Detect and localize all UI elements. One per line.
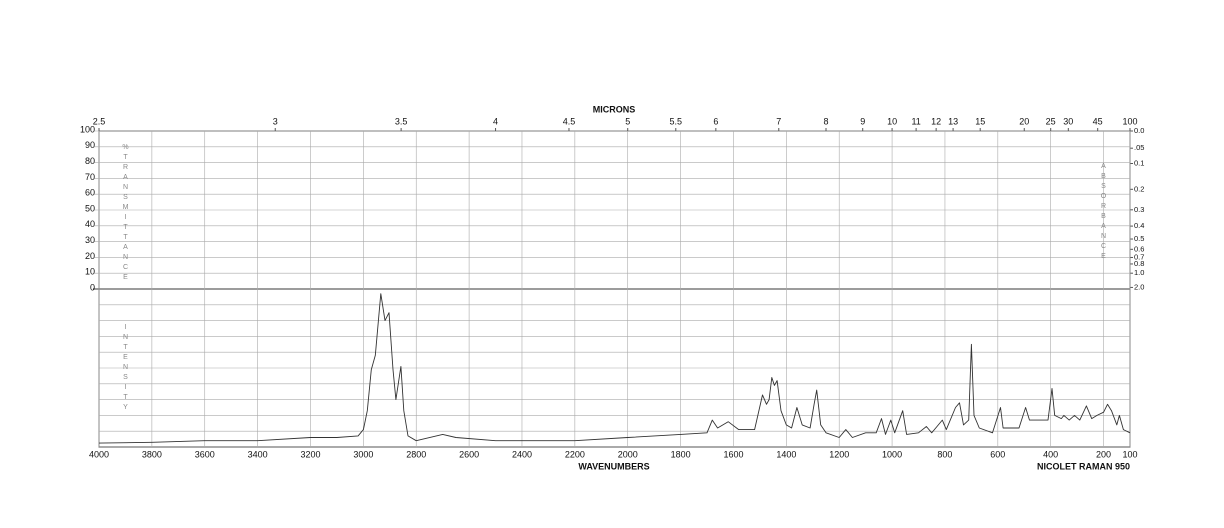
x-tick-label: 400 (1043, 449, 1058, 459)
x2-tick-label: 5 (625, 116, 630, 126)
x-tick-label: 3800 (142, 449, 162, 459)
y2-tick-label: 1.0 (1134, 268, 1144, 277)
x-tick-label: 2000 (618, 449, 638, 459)
y2-axis-label: ABSORBANCE (1100, 163, 1107, 263)
y-tick-label: 20 (85, 251, 95, 261)
y-tick-label: 100 (80, 124, 95, 134)
y2-tick-label: 0.7 (1134, 252, 1144, 261)
y-tick-label: 60 (85, 188, 95, 198)
x2-tick-label: 10 (887, 116, 897, 126)
x-tick-label: 1800 (671, 449, 691, 459)
x-tick-label: 1400 (776, 449, 796, 459)
x2-tick-label: 4.5 (563, 116, 576, 126)
y-tick-label: 80 (85, 156, 95, 166)
x-tick-label: 1000 (882, 449, 902, 459)
x-tick-label: 3000 (353, 449, 373, 459)
x2-tick-label: 9 (860, 116, 865, 126)
x-tick-label: 1200 (829, 449, 849, 459)
x2-tick-label: 3.5 (395, 116, 408, 126)
y2-tick-label: 0.1 (1134, 158, 1144, 167)
spectrum-line (98, 293, 1131, 444)
intensity-label: INTENSITY (122, 324, 129, 414)
y-tick-label: 50 (85, 203, 95, 213)
x-tick-label: 4000 (89, 449, 109, 459)
x-tick-label: 3400 (248, 449, 268, 459)
y2-tick-label: 0.5 (1134, 234, 1144, 243)
x2-tick-label: 20 (1019, 116, 1029, 126)
x-axis-label: WAVENUMBERS (578, 461, 649, 471)
x-tick-label: 3600 (195, 449, 215, 459)
y2-tick-label: 0.3 (1134, 205, 1144, 214)
y2-tick-label: .05 (1134, 143, 1144, 152)
x2-tick-label: 3 (273, 116, 278, 126)
y-tick-label: 30 (85, 235, 95, 245)
instrument-label: NICOLET RAMAN 950 (1037, 461, 1130, 471)
x2-tick-label: 2.5 (93, 116, 106, 126)
x2-tick-label: 30 (1063, 116, 1073, 126)
y-tick-label: 10 (85, 267, 95, 277)
x-tick-label: 3200 (300, 449, 320, 459)
top-axis-label: MICRONS (593, 104, 636, 114)
x2-tick-label: 15 (975, 116, 985, 126)
x2-tick-label: 12 (931, 116, 941, 126)
x-tick-label: 800 (937, 449, 952, 459)
x-tick-label: 100 (1122, 449, 1137, 459)
y2-tick-label: 0.4 (1134, 221, 1144, 230)
x2-tick-label: 4 (493, 116, 498, 126)
x-tick-label: 200 (1096, 449, 1111, 459)
x2-tick-label: 13 (948, 116, 958, 126)
x-tick-label: 2200 (565, 449, 585, 459)
x2-tick-label: 25 (1046, 116, 1056, 126)
x2-tick-label: 7 (776, 116, 781, 126)
x2-tick-label: 8 (823, 116, 828, 126)
x2-tick-label: 100 (1122, 116, 1137, 126)
y-axis-label: %TRANSMITTANCE (122, 144, 129, 284)
y2-tick-label: 2.0 (1134, 282, 1144, 291)
y2-tick-label: 0.6 (1134, 244, 1144, 253)
x2-tick-label: 45 (1093, 116, 1103, 126)
y2-tick-label: 0.8 (1134, 259, 1144, 268)
x-tick-label: 2600 (459, 449, 479, 459)
y2-tick-label: 0.2 (1134, 184, 1144, 193)
y-tick-label: 0 (90, 282, 95, 292)
y-tick-label: 40 (85, 219, 95, 229)
y-tick-label: 70 (85, 172, 95, 182)
x-tick-label: 600 (990, 449, 1005, 459)
y-tick-label: 90 (85, 140, 95, 150)
x-tick-label: 2400 (512, 449, 532, 459)
x2-tick-label: 6 (713, 116, 718, 126)
y2-tick-label: 0.0 (1134, 126, 1144, 135)
x2-tick-label: 5.5 (670, 116, 683, 126)
x2-tick-label: 11 (911, 116, 920, 126)
x-tick-label: 1600 (723, 449, 743, 459)
x-tick-label: 2800 (406, 449, 426, 459)
